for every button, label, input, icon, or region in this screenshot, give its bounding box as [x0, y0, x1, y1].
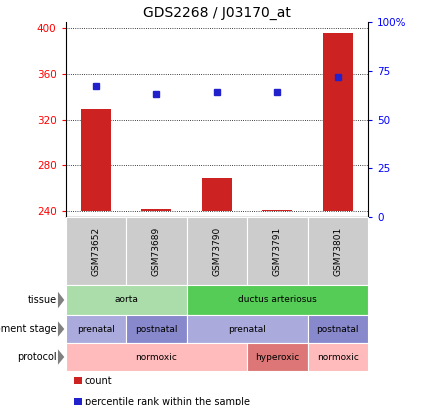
Text: postnatal: postnatal — [135, 324, 178, 333]
Bar — [323, 34, 353, 211]
Text: GSM73652: GSM73652 — [91, 226, 100, 275]
Text: normoxic: normoxic — [317, 352, 359, 362]
Text: count: count — [85, 375, 112, 386]
Bar — [81, 109, 111, 211]
Text: hyperoxic: hyperoxic — [255, 352, 299, 362]
Bar — [202, 178, 232, 211]
Title: GDS2268 / J03170_at: GDS2268 / J03170_at — [143, 6, 291, 19]
Text: aorta: aorta — [114, 296, 138, 305]
Text: development stage: development stage — [0, 324, 57, 334]
Bar — [141, 209, 171, 211]
Text: GSM73689: GSM73689 — [152, 226, 161, 276]
Text: prenatal: prenatal — [228, 324, 266, 333]
Text: GSM73801: GSM73801 — [333, 226, 342, 276]
Text: GSM73790: GSM73790 — [212, 226, 221, 276]
Text: ductus arteriosus: ductus arteriosus — [238, 296, 317, 305]
Text: GSM73791: GSM73791 — [273, 226, 282, 276]
Text: postnatal: postnatal — [316, 324, 359, 333]
Text: tissue: tissue — [28, 295, 57, 305]
Text: protocol: protocol — [17, 352, 57, 362]
Text: normoxic: normoxic — [135, 352, 177, 362]
Text: percentile rank within the sample: percentile rank within the sample — [85, 396, 250, 405]
Text: prenatal: prenatal — [77, 324, 115, 333]
Bar — [262, 210, 292, 211]
